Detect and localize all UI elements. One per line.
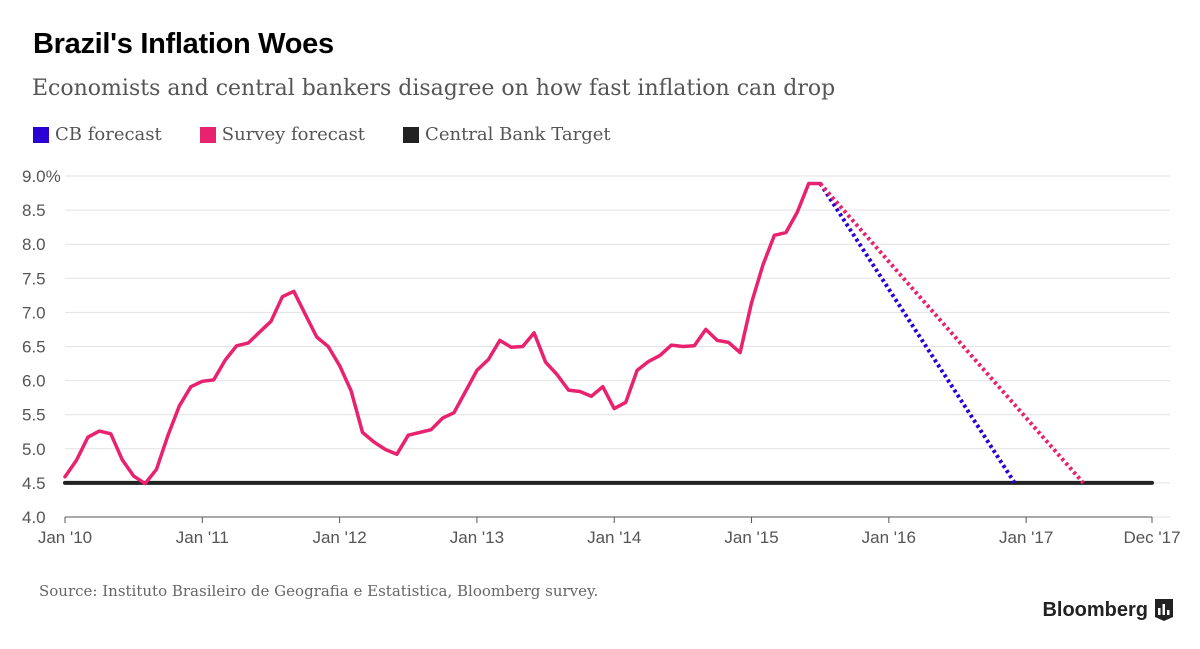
legend-item-survey-forecast: Survey forecast [199,124,366,145]
source-note: Source: Instituto Brasileiro de Geografi… [39,582,599,600]
y-tick-label: 9.0% [22,167,61,186]
series-line-cb-forecast [818,182,1017,484]
x-tick-label: Jan '17 [999,528,1053,547]
x-tick-label: Jan '16 [862,528,916,547]
y-tick-label: 7.0 [22,303,46,322]
legend-label-survey-forecast: Survey forecast [221,124,366,145]
y-tick-label: 8.0 [22,235,46,254]
chart-title: Brazil's Inflation Woes [33,28,334,60]
x-tick-label: Jan '10 [38,528,92,547]
x-tick-label: Jan '14 [587,528,641,547]
legend-swatch-survey-forecast [199,126,216,143]
bloomberg-chart-icon [1155,599,1173,621]
y-tick-label: 8.5 [22,201,46,220]
y-tick-label: 4.5 [22,474,46,493]
legend-label-cb-forecast: CB forecast [55,124,162,145]
y-tick-label: 5.5 [22,406,46,425]
legend: CB forecast Survey forecast Central Bank… [33,124,649,145]
brand-name: Bloomberg [1042,598,1148,621]
legend-label-central-bank-target: Central Bank Target [425,124,611,145]
y-tick-label: 5.0 [22,440,46,459]
y-tick-label: 4.0 [22,508,46,527]
chart-subtitle: Economists and central bankers disagree … [32,76,836,101]
x-tick-label: Jan '15 [724,528,778,547]
brand-logo: Bloomberg [1042,598,1174,622]
y-tick-label: 6.5 [22,338,46,357]
y-tick-label: 7.5 [22,269,46,288]
legend-swatch-cb-forecast [33,126,49,143]
x-tick-label: Dec '17 [1123,528,1180,547]
x-tick-label: Jan '11 [176,528,229,547]
legend-item-central-bank-target: Central Bank Target [403,124,611,145]
series-line-inflation [63,181,822,486]
y-tick-label: 6.0 [22,372,46,391]
legend-item-cb-forecast: CB forecast [33,124,162,145]
legend-swatch-central-bank-target [403,126,420,143]
series-line-survey-forecast [818,182,1085,485]
x-tick-label: Jan '12 [312,528,366,547]
x-tick-label: Jan '13 [450,528,504,547]
